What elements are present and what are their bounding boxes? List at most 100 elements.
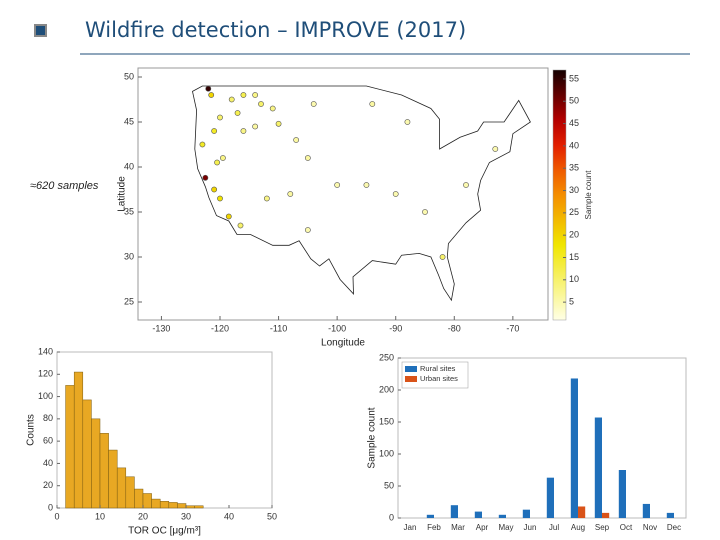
site bbox=[240, 128, 247, 134]
y-tick-label: 120 bbox=[38, 369, 53, 379]
x-tick-label: Apr bbox=[476, 523, 489, 532]
y-tick-label: 40 bbox=[124, 161, 134, 171]
histogram-bar bbox=[108, 449, 118, 509]
legend-swatch bbox=[405, 366, 417, 372]
histogram-bar bbox=[116, 467, 127, 509]
x-tick-label: 10 bbox=[95, 511, 105, 521]
y-tick-label: 150 bbox=[379, 416, 394, 426]
site bbox=[293, 137, 300, 143]
y-axis-label: Latitude bbox=[117, 176, 128, 212]
x-tick-label: 30 bbox=[181, 511, 191, 521]
bar bbox=[450, 505, 458, 518]
histogram-bar bbox=[168, 502, 178, 509]
bar bbox=[602, 512, 610, 518]
x-tick-label: -120 bbox=[211, 323, 229, 333]
site bbox=[199, 141, 206, 148]
y-tick-label: 0 bbox=[48, 502, 53, 512]
colorbar-tick-label: 35 bbox=[569, 163, 579, 173]
site bbox=[439, 254, 446, 260]
bar bbox=[594, 417, 602, 518]
site bbox=[214, 159, 220, 166]
site bbox=[205, 85, 212, 92]
histogram-bar bbox=[177, 503, 187, 509]
colorbar-tick-label: 10 bbox=[569, 274, 579, 284]
y-tick-label: 100 bbox=[38, 391, 53, 401]
x-tick-label: Mar bbox=[451, 523, 465, 532]
x-tick-label: 20 bbox=[138, 511, 148, 521]
bar bbox=[546, 477, 554, 518]
histogram-bar bbox=[73, 371, 84, 509]
bar bbox=[570, 378, 578, 518]
x-tick-label: Jul bbox=[549, 523, 559, 532]
y-tick-label: 25 bbox=[124, 296, 134, 306]
site bbox=[252, 123, 259, 130]
site bbox=[275, 120, 282, 127]
site bbox=[369, 101, 376, 107]
site bbox=[240, 92, 247, 98]
site bbox=[392, 191, 399, 197]
site bbox=[211, 128, 218, 134]
colorbar-tick-label: 5 bbox=[569, 297, 574, 307]
us-outline bbox=[192, 85, 531, 302]
histogram-bar bbox=[82, 399, 92, 509]
site bbox=[404, 119, 411, 125]
x-tick-label: Oct bbox=[620, 523, 633, 532]
y-tick-label: 50 bbox=[384, 480, 394, 490]
site bbox=[304, 227, 311, 233]
site bbox=[263, 195, 270, 202]
site bbox=[225, 213, 232, 220]
y-axis-label: Counts bbox=[26, 414, 37, 446]
colorbar-tick-label: 45 bbox=[569, 118, 579, 128]
colorbar-tick-label: 25 bbox=[569, 207, 579, 217]
x-tick-label: Nov bbox=[643, 523, 657, 532]
x-axis-label: TOR OC [μg/m³] bbox=[128, 526, 201, 537]
site bbox=[334, 182, 341, 188]
histogram-bar bbox=[151, 498, 161, 509]
site bbox=[228, 96, 235, 103]
x-tick-label: Feb bbox=[427, 523, 441, 532]
site bbox=[252, 92, 259, 98]
x-tick-label: -90 bbox=[389, 323, 402, 333]
site bbox=[304, 155, 311, 161]
y-tick-label: 200 bbox=[379, 384, 394, 394]
bar bbox=[578, 506, 586, 518]
y-axis-label: Sample count bbox=[367, 407, 378, 468]
colorbar-tick-label: 30 bbox=[569, 185, 579, 195]
colorbar-tick-label: 15 bbox=[569, 252, 579, 262]
site bbox=[287, 191, 294, 197]
colorbar-tick-label: 50 bbox=[569, 96, 579, 106]
bar bbox=[642, 503, 650, 518]
bar bbox=[522, 509, 530, 518]
histogram-bar bbox=[65, 385, 75, 509]
site bbox=[217, 195, 223, 202]
site bbox=[463, 182, 469, 188]
legend-swatch bbox=[405, 376, 417, 382]
histogram-bar bbox=[99, 433, 109, 509]
y-tick-label: 50 bbox=[124, 71, 134, 81]
x-tick-label: 0 bbox=[54, 511, 59, 521]
x-tick-label: May bbox=[498, 523, 513, 532]
y-tick-label: 40 bbox=[43, 458, 53, 468]
site bbox=[422, 209, 428, 215]
bullet bbox=[34, 24, 47, 37]
colorbar-label: Sample count bbox=[584, 170, 593, 220]
histogram-bar bbox=[185, 505, 195, 509]
y-tick-label: 140 bbox=[38, 346, 53, 356]
bar bbox=[498, 514, 506, 518]
histogram-bar bbox=[159, 501, 170, 509]
site bbox=[208, 92, 215, 98]
site bbox=[234, 110, 241, 116]
legend-label: Rural sites bbox=[420, 364, 456, 373]
colorbar-tick-label: 20 bbox=[569, 230, 579, 240]
y-tick-label: 250 bbox=[379, 352, 394, 362]
colorbar bbox=[552, 69, 567, 321]
y-tick-label: 45 bbox=[124, 116, 134, 126]
site bbox=[202, 174, 209, 181]
site bbox=[269, 105, 276, 112]
bar bbox=[474, 511, 482, 518]
colorbar-tick-label: 40 bbox=[569, 140, 579, 150]
x-tick-label: Jun bbox=[524, 523, 537, 532]
x-tick-label: Sep bbox=[595, 523, 610, 532]
site bbox=[237, 222, 244, 229]
